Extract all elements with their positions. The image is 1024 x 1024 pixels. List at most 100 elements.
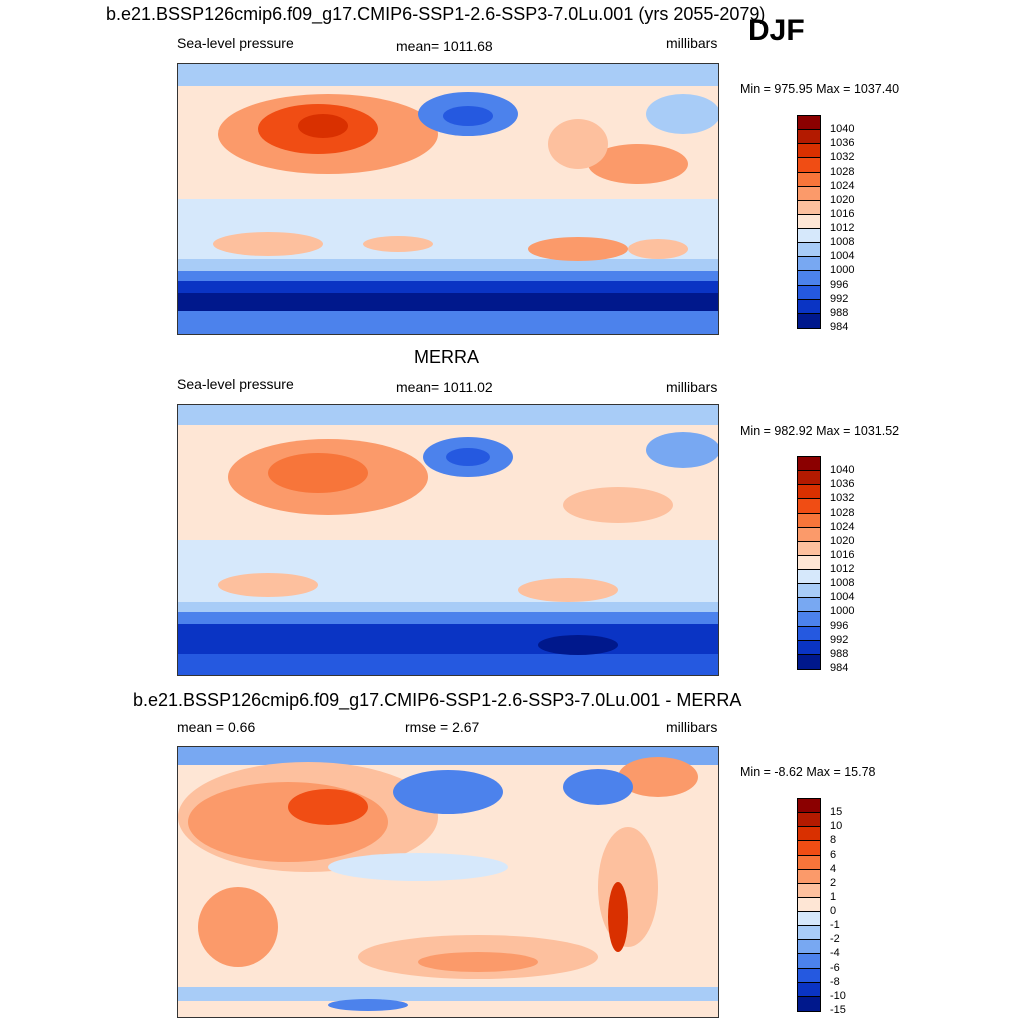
panel3-mean-label: mean = 0.66 <box>177 719 256 735</box>
colorbar-tick-label: 988 <box>830 647 849 660</box>
colorbar-cell <box>798 200 820 215</box>
colorbar-tick-label: 1000 <box>830 605 855 618</box>
colorbar-tick-label: -8 <box>830 975 840 988</box>
colorbar-cell <box>798 313 820 328</box>
colorbar-tick-label: 1008 <box>830 577 855 590</box>
colorbar-tick-label: 15 <box>830 806 843 819</box>
panel3-rmse-label: rmse = 2.67 <box>405 719 480 735</box>
colorbar-tick-label: 1012 <box>830 222 855 235</box>
panel2-left-label: Sea-level pressure <box>177 376 294 392</box>
colorbar-tick-label: -15 <box>830 1004 846 1016</box>
colorbar-cell <box>798 968 820 983</box>
colorbar-tick-label: 1004 <box>830 591 855 604</box>
colorbar-cell <box>798 257 820 272</box>
colorbar-tick-label: -10 <box>830 989 846 1002</box>
colorbar-cell <box>798 527 820 542</box>
colorbar-cell <box>798 555 820 570</box>
colorbar-cell <box>798 130 820 145</box>
colorbar-cell <box>798 598 820 613</box>
colorbar-cell <box>798 229 820 244</box>
colorbar-cell <box>798 855 820 870</box>
colorbar-cell <box>798 897 820 912</box>
colorbar-cell <box>798 243 820 258</box>
colorbar-cell <box>798 144 820 159</box>
colorbar-cell <box>798 485 820 500</box>
colorbar-cell <box>798 285 820 300</box>
colorbar-tick-label: 988 <box>830 306 849 319</box>
colorbar-tick-label: 1036 <box>830 478 855 491</box>
colorbar-tick-label: 1016 <box>830 207 855 220</box>
colorbar-tick-label: 1024 <box>830 520 855 533</box>
colorbar-cell <box>798 172 820 187</box>
colorbar-cell <box>798 186 820 201</box>
colorbar-tick-label: 1028 <box>830 506 855 519</box>
panel1-left-label: Sea-level pressure <box>177 35 294 51</box>
colorbar-tick-label: 1016 <box>830 548 855 561</box>
colorbar-cell <box>798 570 820 585</box>
colorbar-tick-label: 1028 <box>830 165 855 178</box>
colorbar-cell <box>798 827 820 842</box>
colorbar-cell <box>798 541 820 556</box>
colorbar-cell <box>798 158 820 173</box>
colorbar-tick-label: 1000 <box>830 264 855 277</box>
panel2-minmax: Min = 982.92 Max = 1031.52 <box>740 424 900 438</box>
panel1-minmax: Min = 975.95 Max = 1037.40 <box>740 82 900 96</box>
panel1-units-label: millibars <box>666 35 718 51</box>
panel2-map <box>177 404 719 676</box>
colorbar-cell <box>798 996 820 1011</box>
colorbar-tick-label: 1040 <box>830 464 855 477</box>
colorbar-tick-label: -2 <box>830 933 840 946</box>
colorbar-tick-label: 4 <box>830 862 837 875</box>
colorbar-cell <box>798 883 820 898</box>
colorbar-tick-label: 10 <box>830 820 843 833</box>
panel3-map <box>177 746 719 1018</box>
panel1-map <box>177 63 719 335</box>
colorbar-tick-label: 1032 <box>830 492 855 505</box>
panel2-mean-label: mean= 1011.02 <box>396 379 493 395</box>
colorbar-tick-label: 0 <box>830 905 837 918</box>
colorbar-cell <box>798 912 820 927</box>
colorbar-tick-label: 6 <box>830 848 837 861</box>
colorbar-tick-label: 8 <box>830 834 837 847</box>
colorbar-tick-label: -4 <box>830 947 840 960</box>
colorbar-cell <box>798 116 820 131</box>
colorbar-tick-label: 984 <box>830 321 849 333</box>
colorbar-cell <box>798 499 820 514</box>
colorbar-tick-label: 2 <box>830 876 837 889</box>
colorbar-tick-label: 984 <box>830 662 849 674</box>
colorbar-cell <box>798 271 820 286</box>
colorbar-cell <box>798 799 820 814</box>
panel1-colorbar <box>797 115 821 329</box>
colorbar-cell <box>798 457 820 472</box>
colorbar-tick-label: 1020 <box>830 534 855 547</box>
colorbar-cell <box>798 584 820 599</box>
panel1-title: b.e21.BSSP126cmip6.f09_g17.CMIP6-SSP1-2.… <box>106 4 766 24</box>
colorbar-cell <box>798 612 820 627</box>
panel2-units-label: millibars <box>666 379 718 395</box>
colorbar-cell <box>798 513 820 528</box>
colorbar-cell <box>798 299 820 314</box>
colorbar-cell <box>798 869 820 884</box>
colorbar-cell <box>798 813 820 828</box>
colorbar-tick-label: 1036 <box>830 137 855 150</box>
colorbar-cell <box>798 214 820 229</box>
colorbar-tick-label: 996 <box>830 619 849 632</box>
colorbar-tick-label: 1032 <box>830 151 855 164</box>
colorbar-tick-label: 1004 <box>830 250 855 263</box>
colorbar-cell <box>798 626 820 641</box>
season-label: DJF <box>748 14 805 47</box>
colorbar-tick-label: 992 <box>830 633 849 646</box>
panel2-title: MERRA <box>414 347 480 367</box>
colorbar-cell <box>798 654 820 669</box>
colorbar-cell <box>798 982 820 997</box>
panel3-minmax: Min = -8.62 Max = 15.78 <box>740 765 876 779</box>
panel3-title: b.e21.BSSP126cmip6.f09_g17.CMIP6-SSP1-2.… <box>133 690 742 710</box>
colorbar-cell <box>798 926 820 941</box>
colorbar-tick-label: 1012 <box>830 563 855 576</box>
colorbar-tick-label: 992 <box>830 292 849 305</box>
colorbar-tick-label: 1040 <box>830 123 855 136</box>
panel1-mean-label: mean= 1011.68 <box>396 38 493 54</box>
colorbar-tick-label: 1024 <box>830 179 855 192</box>
colorbar-cell <box>798 841 820 856</box>
colorbar-cell <box>798 471 820 486</box>
